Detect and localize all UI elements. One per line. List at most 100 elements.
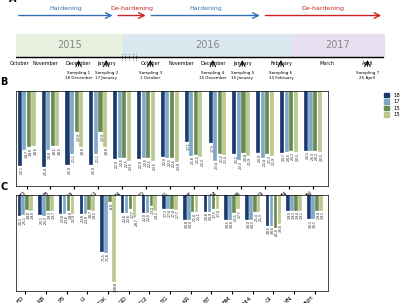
Bar — [170, 91, 174, 158]
Text: A: A — [9, 0, 16, 5]
Bar — [307, 195, 311, 219]
Bar — [270, 91, 274, 156]
Bar — [92, 195, 95, 211]
Bar — [212, 195, 215, 209]
Bar — [42, 91, 46, 167]
Text: -18.9: -18.9 — [29, 148, 33, 156]
Text: -19.0: -19.0 — [31, 211, 35, 219]
Bar — [46, 91, 50, 150]
Text: 2016: 2016 — [195, 40, 220, 50]
Text: -17.4: -17.4 — [172, 210, 176, 217]
Text: -21.9: -21.9 — [272, 157, 276, 165]
Bar — [286, 195, 290, 211]
Bar — [142, 91, 146, 158]
Text: Sampling 7
25 April: Sampling 7 25 April — [356, 72, 379, 80]
Bar — [84, 195, 87, 215]
Text: -18.8: -18.8 — [27, 211, 31, 218]
Text: Hardening: Hardening — [189, 6, 222, 11]
Bar — [46, 195, 50, 211]
Text: -22.6: -22.6 — [126, 214, 130, 222]
Text: -22.3: -22.3 — [200, 158, 204, 166]
Text: -41.0: -41.0 — [275, 228, 279, 236]
Text: January: January — [97, 61, 116, 66]
Text: -17.7: -17.7 — [130, 210, 134, 218]
Bar — [18, 91, 22, 166]
Bar — [304, 91, 308, 151]
Text: -21.4: -21.4 — [224, 155, 228, 163]
Bar — [71, 195, 74, 214]
Bar — [185, 91, 189, 142]
Bar — [100, 195, 104, 252]
Bar — [195, 195, 198, 212]
Text: Sampling 3
1 October: Sampling 3 1 October — [139, 72, 162, 80]
Bar — [63, 195, 66, 214]
Bar — [208, 195, 211, 212]
Text: -23.3: -23.3 — [239, 161, 243, 169]
Bar — [274, 195, 277, 228]
Text: -20.5: -20.5 — [296, 153, 300, 161]
Text: -23.9: -23.9 — [85, 215, 89, 223]
Bar — [289, 91, 293, 151]
Bar — [198, 91, 202, 158]
Bar — [32, 91, 36, 146]
Text: -20.5: -20.5 — [287, 153, 291, 161]
Bar — [88, 195, 91, 210]
Text: -21.3: -21.3 — [258, 213, 262, 221]
Text: De-hardening: De-hardening — [110, 6, 154, 11]
Bar — [208, 91, 213, 143]
Bar — [154, 195, 157, 211]
Text: Sampling 1
18 December: Sampling 1 18 December — [65, 72, 92, 80]
Bar — [218, 91, 222, 154]
Bar — [265, 91, 270, 155]
Bar — [187, 195, 190, 220]
Bar — [256, 91, 260, 153]
Text: -18.5: -18.5 — [58, 147, 62, 155]
Text: -22.5: -22.5 — [144, 158, 148, 166]
Bar — [290, 195, 294, 211]
Text: -20.8: -20.8 — [205, 212, 209, 220]
Text: -20.2: -20.2 — [315, 152, 319, 160]
Bar — [89, 91, 93, 165]
Text: -20.9: -20.9 — [258, 154, 262, 162]
Text: -13.9: -13.9 — [100, 133, 104, 141]
Bar — [266, 195, 269, 226]
Text: -17.7: -17.7 — [238, 210, 242, 218]
Bar — [146, 91, 150, 158]
Text: -71.8: -71.8 — [106, 253, 110, 261]
Bar — [189, 91, 193, 156]
Text: -17.4: -17.4 — [217, 210, 221, 218]
Bar — [294, 91, 298, 152]
Bar — [112, 195, 116, 282]
Text: -19.5: -19.5 — [93, 211, 97, 219]
Text: -23.4: -23.4 — [215, 161, 219, 169]
Text: November: November — [169, 61, 194, 66]
Bar — [150, 195, 153, 206]
Bar — [213, 91, 217, 161]
Bar — [151, 91, 155, 161]
Bar — [257, 195, 260, 212]
Text: -22.5: -22.5 — [120, 158, 124, 166]
Text: -19.0: -19.0 — [68, 211, 72, 219]
Bar — [165, 91, 170, 158]
Text: -18.8: -18.8 — [81, 148, 85, 155]
Text: -19.4: -19.4 — [296, 211, 300, 219]
Bar — [245, 195, 248, 220]
Text: -20.8: -20.8 — [244, 154, 248, 161]
Text: -20.7: -20.7 — [282, 153, 286, 161]
Bar — [38, 195, 42, 215]
Text: -21.5: -21.5 — [234, 213, 238, 221]
Text: -30.9: -30.9 — [188, 221, 192, 228]
Text: -35.6: -35.6 — [279, 224, 283, 232]
Bar — [103, 91, 107, 147]
Text: -22.0: -22.0 — [147, 213, 151, 221]
Text: -22.5: -22.5 — [168, 158, 172, 166]
Text: -71.5: -71.5 — [102, 253, 106, 261]
Bar — [261, 91, 265, 158]
Text: -19.7: -19.7 — [52, 211, 56, 219]
Text: March: March — [320, 61, 334, 66]
Text: -38.6: -38.6 — [271, 227, 275, 235]
Bar — [228, 195, 232, 220]
Text: Hardening: Hardening — [49, 6, 82, 11]
Bar — [284, 91, 289, 152]
Bar — [318, 91, 322, 152]
